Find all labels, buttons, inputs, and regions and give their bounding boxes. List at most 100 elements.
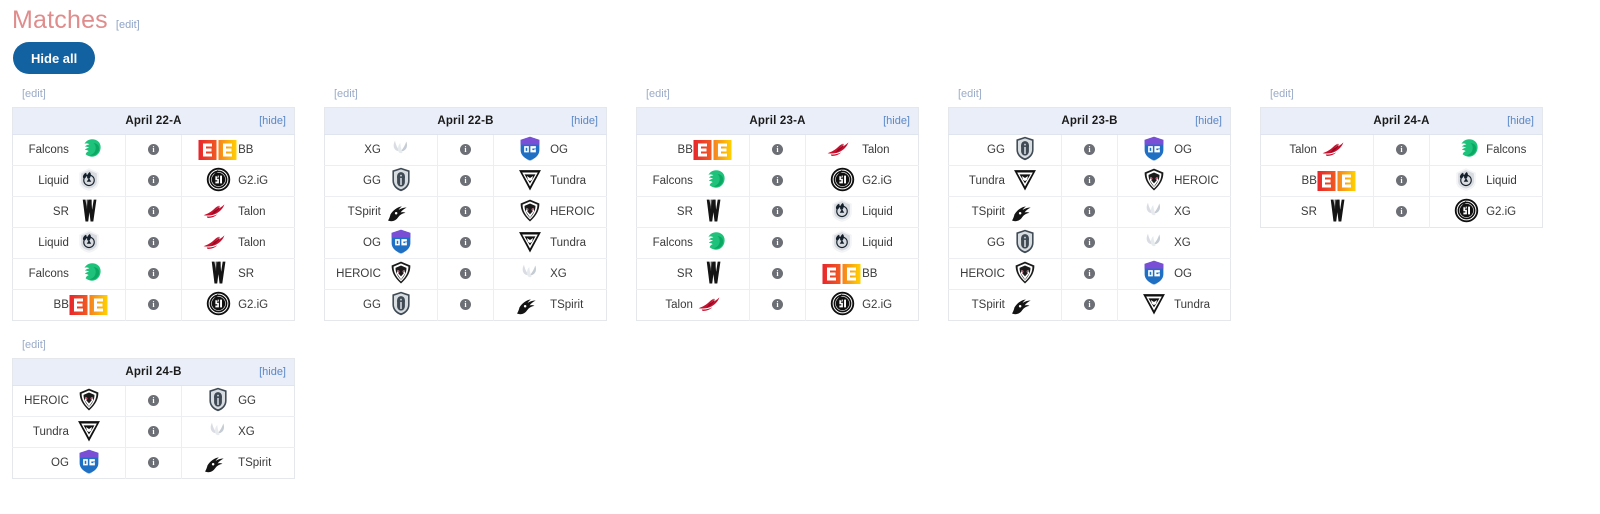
section-edit-link-april-22-a[interactable]: [edit] [22, 88, 46, 100]
match-tables-area: [edit] April 22-A [hide] Falcons i BB Liquid i… [0, 88, 1600, 479]
team-right-logo-liquid-icon [805, 196, 863, 228]
match-row[interactable]: GG i OG [949, 134, 1231, 166]
match-row[interactable]: BB i G2.iG [12, 289, 295, 321]
match-row[interactable]: Talon i Falcons [1261, 134, 1543, 166]
team-right-logo-talon-icon [181, 196, 239, 228]
match-row[interactable]: TSpirit i Tundra [948, 289, 1231, 321]
match-table-title: April 24-B [125, 366, 182, 378]
section-edit-link-april-23-b[interactable]: [edit] [958, 88, 982, 100]
section-edit-link-april-22-b[interactable]: [edit] [334, 88, 358, 100]
match-row[interactable]: SR i G2.iG [1260, 196, 1543, 228]
match-info-icon[interactable]: i [124, 289, 183, 321]
match-row[interactable]: BB i Talon [637, 134, 919, 166]
hide-link-april-24-a[interactable]: [hide] [1507, 115, 1534, 127]
match-info-icon[interactable]: i [124, 134, 183, 166]
hide-link-april-24-b[interactable]: [hide] [259, 366, 286, 378]
team-right-logo-tspirit-icon [493, 289, 551, 321]
match-info-icon[interactable]: i [124, 385, 183, 417]
match-info-icon[interactable]: i [436, 289, 495, 321]
team-left-name: GG [987, 144, 1005, 156]
match-info-icon[interactable]: i [748, 289, 807, 321]
match-info-icon[interactable]: i [1372, 165, 1431, 197]
team-right-name: SR [238, 258, 295, 290]
match-row[interactable]: XG i OG [325, 134, 607, 166]
match-info-icon[interactable]: i [124, 227, 183, 259]
match-row[interactable]: Falcons i Liquid [636, 227, 919, 259]
match-row[interactable]: Tundra i HEROIC [948, 165, 1231, 197]
match-row[interactable]: Liquid i Talon [12, 227, 295, 259]
match-info-icon[interactable]: i [1060, 258, 1119, 290]
match-row[interactable]: BB i Liquid [1260, 165, 1543, 197]
match-info-icon[interactable]: i [748, 258, 807, 290]
match-row[interactable]: Falcons i BB [13, 134, 295, 166]
page-title-edit-link[interactable]: [edit] [115, 19, 140, 31]
team-left-logo-liquid-icon [68, 227, 126, 259]
match-table-header-april-22-b: April 22-B [hide] [324, 107, 607, 135]
match-info-icon[interactable]: i [748, 196, 807, 228]
match-info-icon[interactable]: i [1060, 196, 1119, 228]
match-row[interactable]: HEROIC i XG [324, 258, 607, 290]
hide-all-button[interactable]: Hide all [13, 42, 96, 74]
match-table-title: April 22-A [125, 115, 182, 127]
match-info-icon[interactable]: i [1060, 134, 1119, 166]
match-row[interactable]: SR i Talon [12, 196, 295, 228]
match-row[interactable]: OG i Tundra [324, 227, 607, 259]
hide-link-april-23-a[interactable]: [hide] [883, 115, 910, 127]
match-info-icon[interactable]: i [436, 196, 495, 228]
match-row[interactable]: Talon i G2.iG [636, 289, 919, 321]
section-edit-link-april-24-b[interactable]: [edit] [22, 339, 46, 351]
match-info-icon[interactable]: i [748, 227, 807, 259]
team-right-logo-xg-icon [1117, 196, 1175, 228]
match-info-icon[interactable]: i [124, 258, 183, 290]
match-info-icon[interactable]: i [748, 134, 807, 166]
team-left-name: GG [324, 289, 381, 321]
match-row[interactable]: SR i Liquid [636, 196, 919, 228]
section-edit-link-april-23-a[interactable]: [edit] [646, 88, 670, 100]
team-right-logo-og-icon [494, 135, 550, 166]
match-row[interactable]: TSpirit i HEROIC [324, 196, 607, 228]
match-row[interactable]: Liquid i G2.iG [12, 165, 295, 197]
match-row[interactable]: HEROIC i GG [13, 385, 295, 417]
match-row[interactable]: GG i XG [948, 227, 1231, 259]
team-left-name: SR [636, 258, 693, 290]
match-row[interactable]: TSpirit i XG [948, 196, 1231, 228]
match-info-icon[interactable]: i [124, 447, 183, 479]
match-row[interactable]: Falcons i SR [12, 258, 295, 290]
match-info-icon[interactable]: i [748, 165, 807, 197]
team-left-name: GG [324, 165, 381, 197]
hide-link-april-22-a[interactable]: [hide] [259, 115, 286, 127]
hide-link-april-23-b[interactable]: [hide] [1195, 115, 1222, 127]
match-row[interactable]: HEROIC i OG [948, 258, 1231, 290]
team-right-logo-heroic-icon [493, 196, 551, 228]
match-info-icon[interactable]: i [436, 165, 495, 197]
team-left-name: TSpirit [948, 289, 1005, 321]
match-info-icon[interactable]: i [1372, 134, 1431, 166]
match-info-icon[interactable]: i [436, 227, 495, 259]
team-left-logo-liquid-icon [68, 165, 126, 197]
team-left-name: HEROIC [948, 258, 1005, 290]
match-row[interactable]: SR i BB [636, 258, 919, 290]
team-left-logo-tspirit-icon [380, 196, 438, 228]
team-right-name: Tundra [550, 227, 607, 259]
match-info-icon[interactable]: i [1060, 227, 1119, 259]
section-edit-link-april-24-a[interactable]: [edit] [1270, 88, 1294, 100]
match-info-icon[interactable]: i [1060, 165, 1119, 197]
team-right-name: TSpirit [550, 289, 607, 321]
match-info-icon[interactable]: i [436, 134, 495, 166]
match-row[interactable]: GG i TSpirit [324, 289, 607, 321]
match-row[interactable]: GG i Tundra [324, 165, 607, 197]
team-right-name: OG [1174, 258, 1231, 290]
team-right-name: GG [238, 395, 256, 407]
match-info-icon[interactable]: i [1372, 196, 1431, 228]
team-right-name: Falcons [1486, 144, 1527, 156]
match-row[interactable]: OG i TSpirit [12, 447, 295, 479]
match-row[interactable]: Falcons i G2.iG [636, 165, 919, 197]
match-info-icon[interactable]: i [436, 258, 495, 290]
match-info-icon[interactable]: i [124, 416, 183, 448]
match-row[interactable]: Tundra i XG [12, 416, 295, 448]
team-right-name: G2.iG [862, 165, 919, 197]
match-info-icon[interactable]: i [124, 196, 183, 228]
match-info-icon[interactable]: i [124, 165, 183, 197]
match-info-icon[interactable]: i [1060, 289, 1119, 321]
hide-link-april-22-b[interactable]: [hide] [571, 115, 598, 127]
